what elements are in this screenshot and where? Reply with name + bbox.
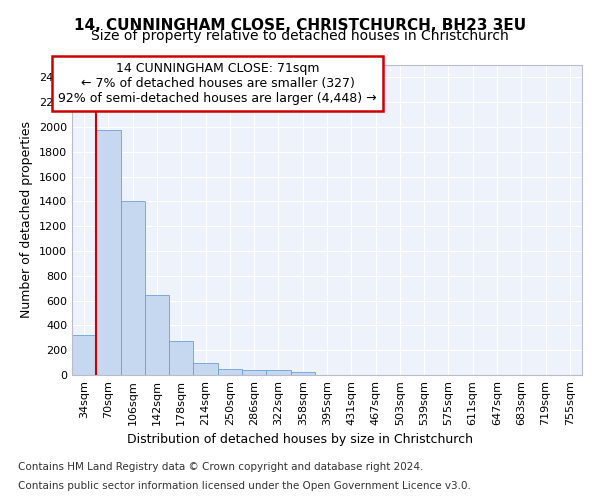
- Bar: [218, 369, 242, 375]
- Bar: [290, 372, 315, 375]
- Bar: [242, 370, 266, 375]
- Bar: [72, 334, 96, 375]
- Text: 14 CUNNINGHAM CLOSE: 71sqm
← 7% of detached houses are smaller (327)
92% of semi: 14 CUNNINGHAM CLOSE: 71sqm ← 7% of detac…: [58, 62, 377, 105]
- Text: Size of property relative to detached houses in Christchurch: Size of property relative to detached ho…: [91, 29, 509, 43]
- Bar: [169, 341, 193, 375]
- Bar: [96, 130, 121, 375]
- Text: Contains public sector information licensed under the Open Government Licence v3: Contains public sector information licen…: [18, 481, 471, 491]
- Text: Contains HM Land Registry data © Crown copyright and database right 2024.: Contains HM Land Registry data © Crown c…: [18, 462, 424, 472]
- Bar: [145, 294, 169, 375]
- Text: 14, CUNNINGHAM CLOSE, CHRISTCHURCH, BH23 3EU: 14, CUNNINGHAM CLOSE, CHRISTCHURCH, BH23…: [74, 18, 526, 32]
- Text: Distribution of detached houses by size in Christchurch: Distribution of detached houses by size …: [127, 432, 473, 446]
- Bar: [121, 202, 145, 375]
- Bar: [193, 362, 218, 375]
- Bar: [266, 370, 290, 375]
- Y-axis label: Number of detached properties: Number of detached properties: [20, 122, 34, 318]
